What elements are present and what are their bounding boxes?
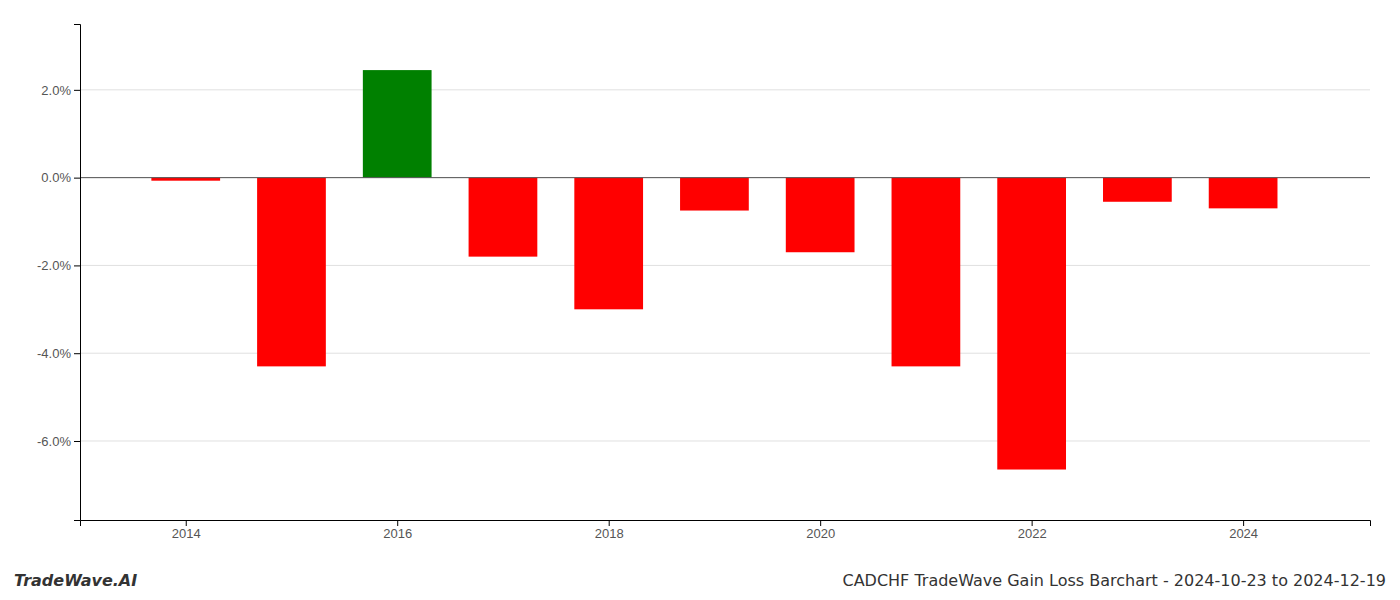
tick-mark	[74, 441, 80, 442]
tick-label: -2.0%	[37, 258, 71, 273]
bar	[469, 178, 538, 257]
tick: 2018	[595, 520, 624, 541]
tick-mark	[74, 265, 80, 266]
x-axis: 2014 2016 2018 2020 2022 2024	[81, 520, 1371, 541]
bar	[997, 178, 1066, 470]
y-axis: -6.0% -4.0% -2.0% 0.0% 2.0%	[37, 25, 80, 521]
watermark: TradeWave.AI	[14, 571, 137, 590]
zero-line	[80, 177, 1370, 178]
bar	[680, 178, 749, 211]
title: CADCHF TradeWave Gain Loss Barchart - 20…	[842, 571, 1386, 590]
tick: 2016	[383, 520, 412, 541]
bar	[257, 178, 326, 367]
tick-mark	[1032, 520, 1033, 526]
tick-mark	[74, 353, 80, 354]
tick: 2020	[806, 520, 835, 541]
bar	[363, 70, 432, 178]
tick-mark	[74, 178, 80, 179]
tick: 2024	[1229, 520, 1258, 541]
tick-label: 2016	[383, 526, 412, 541]
tick: 2014	[172, 520, 201, 541]
tick-label: 2024	[1229, 526, 1258, 541]
tick-mark	[820, 520, 821, 526]
tick: -2.0%	[37, 258, 80, 273]
plot: -6.0%-4.0%-2.0%0.0%2.0%20142016201820202…	[37, 25, 1370, 542]
bar	[1103, 178, 1172, 202]
tick-mark	[186, 520, 187, 526]
grid-line	[80, 440, 1370, 441]
tick-mark	[74, 90, 80, 91]
bars	[151, 70, 1277, 469]
tick: -4.0%	[37, 346, 80, 361]
tick-label: 0.0%	[41, 170, 71, 185]
tick: 2.0%	[41, 83, 80, 98]
axis-line	[81, 521, 1371, 527]
tick-mark	[397, 520, 398, 526]
chart: -6.0%-4.0%-2.0%0.0%2.0%20142016201820202…	[0, 0, 1400, 600]
tick-mark	[1243, 520, 1244, 526]
bar	[892, 178, 961, 367]
axis-line	[74, 25, 81, 521]
tick-label: 2.0%	[41, 83, 71, 98]
tick-label: 2014	[172, 526, 201, 541]
grid-line	[80, 177, 1370, 178]
tick: 2022	[1018, 520, 1047, 541]
tick: 0.0%	[41, 170, 80, 185]
grid-line	[80, 89, 1370, 90]
tick-label: 2020	[806, 526, 835, 541]
tick-label: -4.0%	[37, 346, 71, 361]
tick: -6.0%	[37, 434, 80, 449]
tick-mark	[609, 520, 610, 526]
bar	[574, 178, 643, 310]
bar	[1209, 178, 1278, 209]
tick-label: 2018	[595, 526, 624, 541]
tick-label: -6.0%	[37, 434, 71, 449]
grid	[80, 90, 1370, 441]
tick-label: 2022	[1018, 526, 1047, 541]
bar	[786, 178, 855, 253]
